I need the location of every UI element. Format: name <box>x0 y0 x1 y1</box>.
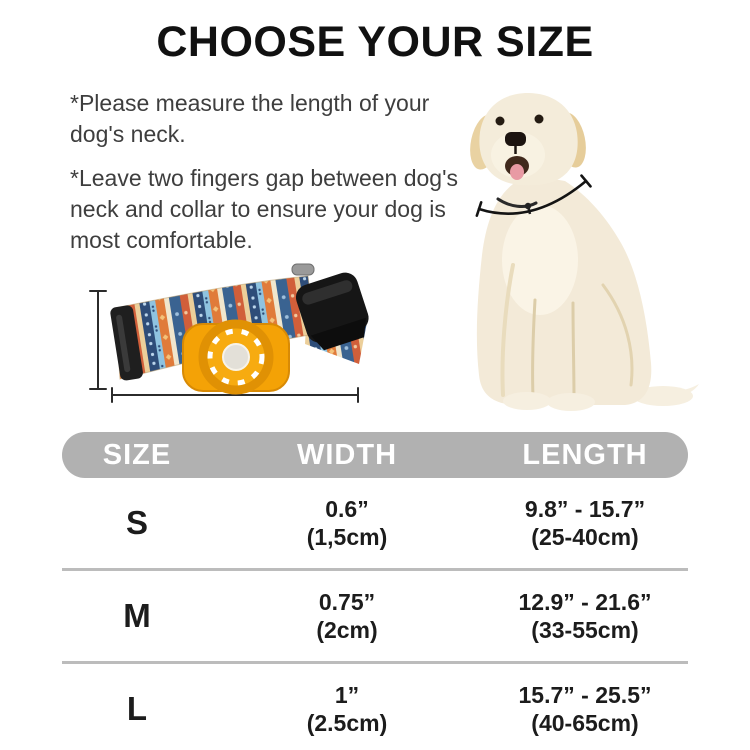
length-metric: (33-55cm) <box>531 617 639 643</box>
width-cell: 1” (2.5cm) <box>212 681 482 737</box>
airtag-collar-illustration <box>89 263 369 403</box>
neck-measure-arc <box>475 174 592 217</box>
column-header-length: LENGTH <box>522 438 648 471</box>
column-header-size: SIZE <box>102 438 172 471</box>
size-chart-table: SIZE WIDTH LENGTH S 0.6” (1,5cm) 9.8” - … <box>62 432 688 750</box>
width-cell: 0.75” (2cm) <box>212 588 482 644</box>
collar-slider <box>110 305 143 381</box>
size-cell: L <box>126 690 148 727</box>
length-cell: 15.7” - 25.5” (40-65cm) <box>482 681 688 737</box>
width-measure-line <box>89 290 107 390</box>
neck-cord <box>496 197 538 215</box>
width-metric: (2.5cm) <box>306 710 388 736</box>
size-table-header: SIZE WIDTH LENGTH <box>62 432 688 478</box>
length-cell: 9.8” - 15.7” (25-40cm) <box>482 495 688 551</box>
length-metric: (40-65cm) <box>531 710 639 736</box>
width-metric: (1,5cm) <box>306 524 388 550</box>
note-measure-neck: *Please measure the length of your dog's… <box>70 90 430 147</box>
length-cell: 12.9” - 21.6” (33-55cm) <box>482 588 688 644</box>
page-title: CHOOSE YOUR SIZE <box>156 18 594 66</box>
length-inches: 12.9” - 21.6” <box>518 589 652 615</box>
length-measure-line <box>111 387 359 403</box>
collar-d-ring <box>291 263 315 276</box>
length-inches: 9.8” - 15.7” <box>524 496 646 522</box>
size-cell: S <box>125 504 148 541</box>
dog-photo <box>435 85 750 415</box>
note-two-fingers-gap: *Leave two fingers gap between dog's nec… <box>70 165 458 253</box>
length-inches: 15.7” - 25.5” <box>518 682 652 708</box>
size-cell: M <box>123 597 151 634</box>
airtag-holder <box>182 319 290 395</box>
width-inches: 0.6” <box>325 496 369 522</box>
column-header-width: WIDTH <box>296 438 398 471</box>
width-inches: 0.75” <box>318 589 376 615</box>
collar-buckle <box>295 272 369 351</box>
length-metric: (25-40cm) <box>531 524 639 550</box>
width-cell: 0.6” (1,5cm) <box>212 495 482 551</box>
collar-photo <box>65 262 415 412</box>
measurement-notes: *Please measure the length of your dog's… <box>70 88 458 269</box>
width-metric: (2cm) <box>316 617 378 643</box>
golden-retriever-illustration <box>470 93 699 411</box>
table-row-small: S 0.6” (1,5cm) 9.8” - 15.7” (25-40cm) <box>62 478 688 571</box>
table-row-large: L 1” (2.5cm) 15.7” - 25.5” (40-65cm) <box>62 664 688 750</box>
width-inches: 1” <box>334 682 360 708</box>
table-row-medium: M 0.75” (2cm) 12.9” - 21.6” (33-55cm) <box>62 571 688 664</box>
